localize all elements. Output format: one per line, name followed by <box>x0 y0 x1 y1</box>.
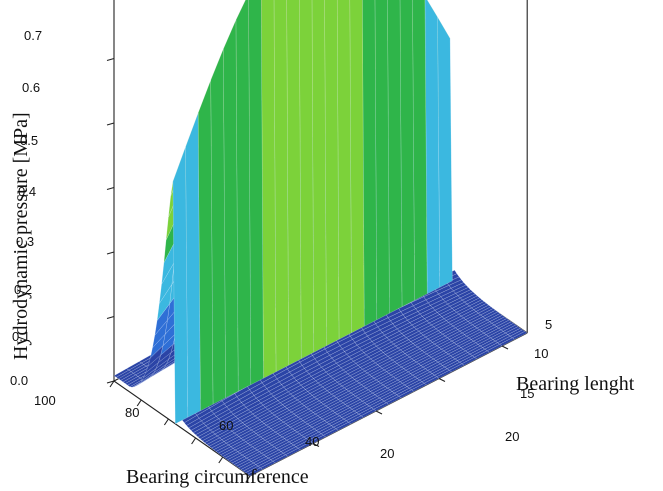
surface-cell <box>387 0 403 314</box>
surface-cell <box>223 20 239 399</box>
axis-edge <box>113 380 251 477</box>
x-tick-label: 20 <box>380 446 394 461</box>
x-tick-mark <box>136 399 142 407</box>
y-axis-label: Bearing lenght <box>516 373 635 395</box>
z-tick-label: 0.2 <box>14 282 32 297</box>
z-tick-label: 0.3 <box>16 234 34 249</box>
z-tick-mark <box>106 186 115 191</box>
surface-cell <box>337 0 352 340</box>
x-tick-mark <box>163 418 169 426</box>
x-tick-mark <box>191 437 197 445</box>
x-tick-label: 80 <box>125 405 139 420</box>
surface-cell <box>172 146 188 425</box>
surface-cell <box>324 0 340 347</box>
x-tick-label: 100 <box>34 393 56 408</box>
y-tick-mark <box>438 378 446 382</box>
x-tick-mark <box>245 475 251 483</box>
surface-cell <box>299 0 314 360</box>
surface-cell <box>399 0 415 308</box>
x-tick-mark <box>109 380 115 388</box>
surface-cell <box>311 0 327 353</box>
z-axis-label: Hydrodynamic pressure [MPa] <box>10 112 32 360</box>
z-tick-label: 0.4 <box>18 184 36 199</box>
x-axis-label: Bearing circumference <box>126 466 309 488</box>
surface-cell <box>273 0 289 373</box>
y-tick-mark <box>375 410 383 415</box>
surface-cell <box>247 467 263 477</box>
surface-cell <box>437 16 453 288</box>
y-tick-label: 20 <box>505 429 519 444</box>
surface-cell <box>362 0 377 327</box>
z-tick-label: 0.5 <box>20 133 38 148</box>
surface-cell <box>424 0 440 295</box>
z-tick-label: 0.0 <box>10 373 28 388</box>
z-tick-label: 0.6 <box>22 80 40 95</box>
z-tick-mark <box>106 251 115 255</box>
x-tick-mark <box>218 456 224 464</box>
x-tick-label: 40 <box>305 434 319 449</box>
surface-cell <box>349 0 365 334</box>
surface-cell <box>210 49 226 405</box>
surface-cell <box>374 0 390 321</box>
surface-cell <box>286 0 302 366</box>
z-tick-mark <box>106 57 115 62</box>
surface-cell <box>197 80 214 412</box>
surface-cell <box>235 0 251 392</box>
y-tick-mark <box>501 345 509 350</box>
axis-ticks <box>106 57 509 483</box>
surface-cell <box>248 0 264 386</box>
surface-cell <box>412 0 428 301</box>
z-tick-label: 0.1 <box>12 329 30 344</box>
x-tick-label: 60 <box>219 418 233 433</box>
y-tick-mark <box>312 443 320 447</box>
surface-cell <box>185 113 201 418</box>
surface-cell <box>261 0 277 379</box>
y-tick-label: 15 <box>520 386 534 401</box>
z-tick-mark <box>106 122 115 126</box>
pressure-ridge <box>145 0 453 425</box>
z-tick-label: 0.7 <box>24 28 42 43</box>
z-tick-mark <box>106 380 115 384</box>
z-tick-mark <box>106 315 115 320</box>
y-tick-label: 5 <box>545 317 552 332</box>
y-tick-label: 10 <box>534 346 548 361</box>
